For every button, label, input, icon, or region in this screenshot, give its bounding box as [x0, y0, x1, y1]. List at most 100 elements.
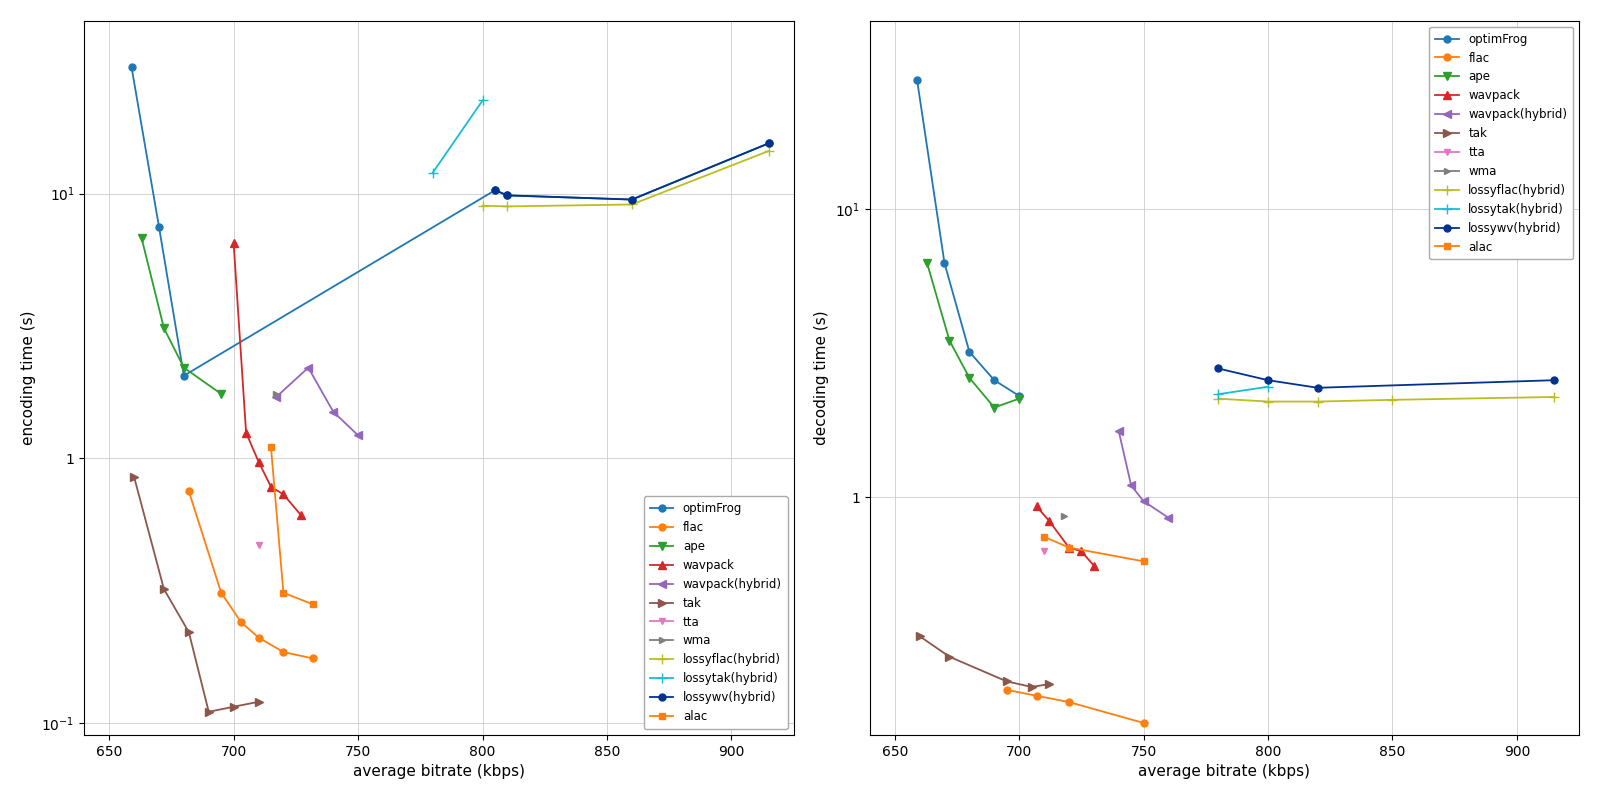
flac	[304, 654, 323, 663]
Line: tak: tak	[915, 632, 1053, 691]
lossyflac(hybrid)	[1382, 395, 1402, 405]
optimFrog	[149, 222, 168, 231]
flac	[179, 486, 198, 496]
Line: wavpack: wavpack	[229, 239, 306, 519]
Line: wavpack: wavpack	[1032, 502, 1098, 570]
alac	[1059, 542, 1078, 552]
tak	[997, 677, 1016, 686]
optimFrog	[934, 258, 954, 268]
lossyflac(hybrid)	[1544, 392, 1563, 402]
Line: alac: alac	[267, 444, 317, 608]
lossyflac(hybrid)	[1208, 394, 1227, 403]
lossywv(hybrid)	[758, 138, 778, 148]
Line: lossytak(hybrid): lossytak(hybrid)	[427, 96, 488, 178]
alac	[1134, 557, 1154, 566]
Legend: optimFrog, flac, ape, wavpack, wavpack(hybrid), tak, tta, wma, lossyflac(hybrid): optimFrog, flac, ape, wavpack, wavpack(h…	[643, 496, 787, 729]
Y-axis label: decoding time (s): decoding time (s)	[814, 310, 829, 445]
optimFrog	[485, 186, 504, 195]
ape	[1010, 394, 1029, 403]
ape	[154, 323, 173, 333]
optimFrog	[907, 75, 926, 85]
wavpack(hybrid)	[1134, 497, 1154, 506]
alac	[304, 600, 323, 610]
Line: tak: tak	[130, 473, 262, 716]
Line: alac: alac	[1040, 534, 1147, 565]
lossyflac(hybrid)	[474, 201, 493, 210]
lossywv(hybrid)	[1259, 375, 1278, 385]
lossyflac(hybrid)	[498, 202, 517, 211]
alac	[274, 588, 293, 598]
optimFrog	[122, 62, 141, 72]
optimFrog	[174, 371, 194, 381]
Line: lossyflac(hybrid): lossyflac(hybrid)	[478, 146, 774, 211]
lossywv(hybrid)	[1208, 364, 1227, 374]
lossywv(hybrid)	[485, 186, 504, 195]
tak	[224, 702, 243, 711]
wavpack(hybrid)	[266, 393, 285, 402]
Line: flac: flac	[1003, 686, 1147, 726]
tak	[154, 584, 173, 594]
Line: ape: ape	[923, 259, 1024, 412]
Line: wavpack(hybrid): wavpack(hybrid)	[272, 363, 362, 439]
alac	[1035, 532, 1054, 542]
tak	[1022, 682, 1042, 692]
tak	[939, 652, 958, 662]
wavpack	[261, 482, 280, 491]
tak	[1040, 679, 1059, 689]
optimFrog	[984, 375, 1003, 385]
tak	[125, 472, 144, 482]
ape	[917, 258, 936, 268]
Line: wavpack(hybrid): wavpack(hybrid)	[1115, 426, 1173, 522]
wavpack(hybrid)	[349, 430, 368, 440]
optimFrog	[1010, 391, 1029, 401]
optimFrog	[498, 190, 517, 200]
Line: optimFrog: optimFrog	[914, 77, 1022, 399]
Line: flac: flac	[186, 488, 317, 662]
Legend: optimFrog, flac, ape, wavpack, wavpack(hybrid), tak, tta, wma, lossyflac(hybrid): optimFrog, flac, ape, wavpack, wavpack(h…	[1429, 26, 1573, 259]
wavpack(hybrid)	[323, 407, 342, 417]
flac	[211, 588, 230, 598]
optimFrog	[758, 138, 778, 148]
Line: lossywv(hybrid): lossywv(hybrid)	[491, 140, 773, 203]
wavpack(hybrid)	[1122, 481, 1141, 490]
X-axis label: average bitrate (kbps): average bitrate (kbps)	[354, 764, 525, 779]
ape	[960, 373, 979, 382]
lossywv(hybrid)	[1544, 375, 1563, 385]
lossyflac(hybrid)	[622, 200, 642, 210]
wavpack	[1040, 516, 1059, 526]
lossywv(hybrid)	[622, 194, 642, 204]
wavpack(hybrid)	[1109, 426, 1128, 436]
wavpack	[1085, 561, 1104, 570]
ape	[984, 402, 1003, 412]
wavpack	[237, 428, 256, 438]
tak	[179, 627, 198, 637]
optimFrog	[960, 347, 979, 357]
lossytak(hybrid)	[422, 168, 442, 178]
Line: lossytak(hybrid): lossytak(hybrid)	[1213, 382, 1274, 399]
tak	[910, 631, 930, 641]
wavpack	[1059, 542, 1078, 552]
flac	[1027, 691, 1046, 701]
Line: lossywv(hybrid): lossywv(hybrid)	[1214, 365, 1558, 391]
lossytak(hybrid)	[474, 96, 493, 106]
X-axis label: average bitrate (kbps): average bitrate (kbps)	[1139, 764, 1310, 779]
lossytak(hybrid)	[1259, 382, 1278, 391]
wavpack(hybrid)	[299, 363, 318, 373]
lossyflac(hybrid)	[1259, 397, 1278, 406]
flac	[1059, 698, 1078, 707]
ape	[939, 336, 958, 346]
lossywv(hybrid)	[498, 190, 517, 200]
Line: optimFrog: optimFrog	[128, 64, 773, 379]
flac	[997, 685, 1016, 694]
wavpack	[224, 238, 243, 248]
tak	[250, 697, 269, 706]
ape	[211, 389, 230, 398]
flac	[250, 633, 269, 642]
wavpack	[1072, 546, 1091, 556]
flac	[1134, 718, 1154, 728]
lossywv(hybrid)	[1309, 383, 1328, 393]
lossytak(hybrid)	[1208, 390, 1227, 399]
ape	[174, 363, 194, 373]
flac	[274, 647, 293, 657]
lossyflac(hybrid)	[758, 146, 778, 156]
